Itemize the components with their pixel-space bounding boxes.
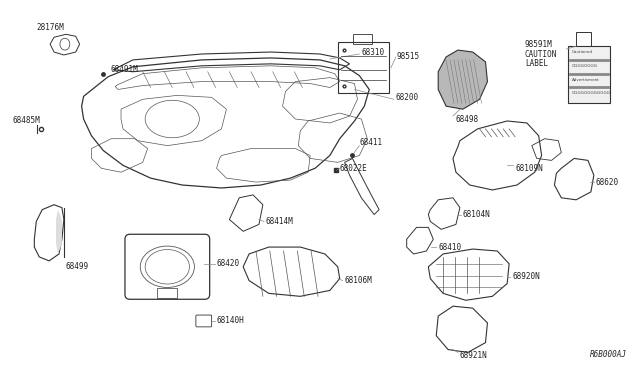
Text: CAUTION: CAUTION	[525, 49, 557, 58]
Text: 68498: 68498	[456, 115, 479, 124]
Text: 68140H: 68140H	[216, 317, 244, 326]
Text: 68414M: 68414M	[266, 217, 294, 226]
Text: Advertisment: Advertisment	[572, 78, 600, 81]
Text: 68310: 68310	[362, 48, 385, 57]
Text: LABEL: LABEL	[525, 60, 548, 68]
Text: 68411: 68411	[360, 138, 383, 147]
Text: 28176M: 28176M	[36, 23, 64, 32]
Text: GGGGGGGGGGGG: GGGGGGGGGGGG	[572, 92, 611, 95]
Text: 68499: 68499	[66, 262, 89, 271]
Text: 68106M: 68106M	[344, 276, 372, 285]
Text: 68491M: 68491M	[110, 65, 138, 74]
Text: 68410: 68410	[438, 243, 461, 251]
Polygon shape	[56, 210, 62, 254]
Text: 68485M: 68485M	[13, 116, 40, 125]
Text: 68109N: 68109N	[515, 164, 543, 173]
Text: R6B000AJ: R6B000AJ	[590, 350, 627, 359]
Text: 68620: 68620	[596, 177, 619, 187]
Text: 68920N: 68920N	[512, 272, 540, 281]
Text: 68104N: 68104N	[463, 210, 491, 219]
FancyBboxPatch shape	[568, 46, 610, 103]
Text: 68921N: 68921N	[460, 351, 488, 360]
Text: 98515: 98515	[397, 52, 420, 61]
Text: 68200: 68200	[396, 93, 419, 102]
Text: 68022E: 68022E	[340, 164, 367, 173]
Text: 98591M: 98591M	[525, 40, 553, 49]
Text: Cautioned: Cautioned	[572, 50, 593, 54]
Polygon shape	[438, 50, 488, 109]
Text: GGGGGGGG: GGGGGGGG	[572, 64, 598, 68]
Text: 68420: 68420	[216, 259, 240, 268]
